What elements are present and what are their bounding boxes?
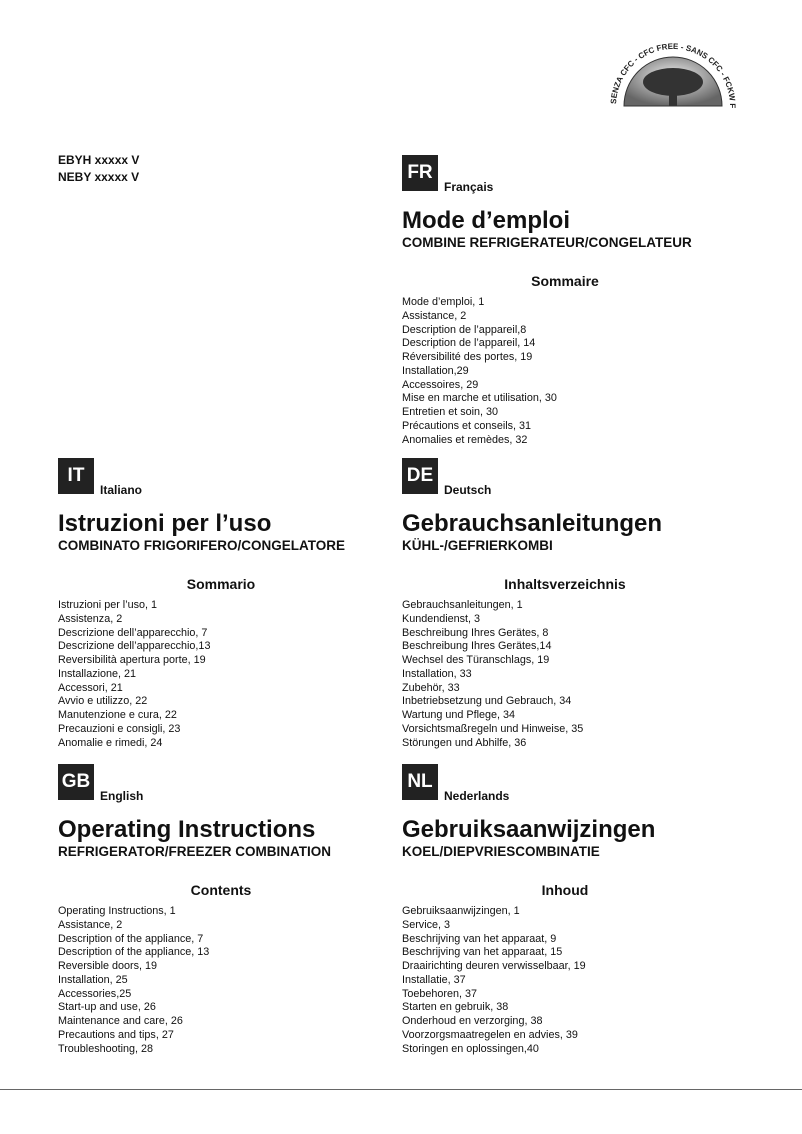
toc-item: Anomalie e rimedi, 24 xyxy=(58,736,163,749)
section-subtitle: REFRIGERATOR/FREEZER COMBINATION xyxy=(58,844,331,859)
toc-item: Wechsel des Türanschlags, 19 xyxy=(402,654,550,666)
cfc-logo: SENZA CFC - CFC FREE - SANS CFC - FCKW F… xyxy=(606,40,737,108)
toc-item: Beschrijving van het apparaat, 9 xyxy=(402,932,557,945)
section-title: Istruzioni per l’uso xyxy=(58,510,272,537)
section-subtitle: KÜHL-/GEFRIERKOMBI xyxy=(402,538,553,553)
language-badge: NL xyxy=(402,764,438,800)
toc-item: Beschrijving van het apparaat, 15 xyxy=(402,946,563,959)
language-name: English xyxy=(100,789,144,803)
toc-item: Inbetriebsetzung und Gebrauch, 34 xyxy=(402,695,572,708)
toc-item: Description de l’appareil,8 xyxy=(402,323,527,336)
toc-item: Starten en gebruik, 38 xyxy=(402,1001,509,1014)
toc-item: Toebehoren, 37 xyxy=(402,987,478,1000)
language-name: Français xyxy=(444,180,494,194)
toc-item: Avvio e utilizzo, 22 xyxy=(58,695,148,708)
toc-item: Installation,29 xyxy=(402,364,469,377)
toc-item: Service, 3 xyxy=(402,918,451,931)
toc-item: Voorzorgsmaatregelen en advies, 39 xyxy=(402,1028,578,1041)
toc-item: Reversibilità apertura porte, 19 xyxy=(58,654,206,666)
toc-item: Störungen und Abhilfe, 36 xyxy=(402,736,527,749)
language-name: Nederlands xyxy=(444,789,510,803)
toc-item: Zubehör, 33 xyxy=(402,681,460,694)
toc-item: Operating Instructions, 1 xyxy=(58,905,176,917)
toc-item: Troubleshooting, 28 xyxy=(58,1042,154,1055)
toc-item: Mise en marche et utilisation, 30 xyxy=(402,392,557,405)
toc-item: Assistance, 2 xyxy=(58,918,123,931)
toc-item: Assistance, 2 xyxy=(402,309,467,322)
toc-item: Manutenzione e cura, 22 xyxy=(58,709,177,721)
toc-item: Installation, 25 xyxy=(58,973,128,986)
toc-heading: Inhaltsverzeichnis xyxy=(504,576,626,592)
toc-item: Accessoires, 29 xyxy=(402,378,479,391)
toc-item: Installation, 33 xyxy=(402,667,472,680)
toc-heading: Sommaire xyxy=(531,273,599,289)
language-badge: FR xyxy=(402,155,438,191)
model-number: EBYH xxxxx V xyxy=(58,153,140,167)
toc-item: Installazione, 21 xyxy=(58,667,137,680)
toc-item: Descrizione dell’apparecchio, 7 xyxy=(58,626,208,639)
toc-heading: Contents xyxy=(190,882,252,898)
toc-item: Onderhoud en verzorging, 38 xyxy=(402,1015,543,1027)
toc-heading: Inhoud xyxy=(541,882,589,898)
language-badge: DE xyxy=(402,458,438,494)
toc-item: Précautions et conseils, 31 xyxy=(402,419,532,432)
section-subtitle: KOEL/DIEPVRIESCOMBINATIE xyxy=(402,844,600,859)
toc-item: Precautions and tips, 27 xyxy=(58,1028,174,1041)
toc-item: Storingen en oplossingen,40 xyxy=(402,1042,539,1055)
toc-item: Reversible doors, 19 xyxy=(58,960,158,972)
section-subtitle: COMBINATO FRIGORIFERO/CONGELATORE xyxy=(58,538,346,553)
toc-item: Maintenance and care, 26 xyxy=(58,1015,183,1027)
toc-item: Istruzioni per l’uso, 1 xyxy=(58,599,158,611)
toc-item: Beschreibung Ihres Gerätes,14 xyxy=(402,640,552,653)
toc-item: Beschreibung Ihres Gerätes, 8 xyxy=(402,626,549,639)
toc-item: Réversibilité des portes, 19 xyxy=(402,351,533,363)
toc-item: Description de l’appareil, 14 xyxy=(402,337,536,350)
section-title: Operating Instructions xyxy=(58,816,316,843)
toc-item: Anomalies et remèdes, 32 xyxy=(402,433,528,446)
section-title: Mode d’emploi xyxy=(402,207,570,234)
toc-item: Kundendienst, 3 xyxy=(402,612,481,625)
section-title: Gebruiksaanwijzingen xyxy=(402,816,656,843)
toc-item: Gebruiksaanwijzingen, 1 xyxy=(402,905,520,917)
section-title: Gebrauchsanleitungen xyxy=(402,510,663,537)
toc-item: Precauzioni e consigli, 23 xyxy=(58,722,181,735)
toc-item: Descrizione dell’apparecchio,13 xyxy=(58,640,211,653)
toc-item: Draairichting deuren verwisselbaar, 19 xyxy=(402,960,586,972)
toc-item: Description of the appliance, 13 xyxy=(58,946,210,959)
toc-item: Vorsichtsmaßregeln und Hinweise, 35 xyxy=(402,722,584,735)
language-name: Italiano xyxy=(100,483,143,497)
toc-item: Mode d’emploi, 1 xyxy=(402,296,485,308)
toc-item: Start-up and use, 26 xyxy=(58,1001,156,1014)
section-subtitle: COMBINE REFRIGERATEUR/CONGELATEUR xyxy=(402,235,692,250)
model-number: NEBY xxxxx V xyxy=(58,170,140,184)
bottom-rule xyxy=(0,1089,802,1090)
toc-item: Wartung und Pflege, 34 xyxy=(402,709,516,721)
toc-item: Accessories,25 xyxy=(58,987,132,1000)
language-badge: GB xyxy=(58,764,94,800)
toc-item: Accessori, 21 xyxy=(58,681,123,694)
toc-item: Entretien et soin, 30 xyxy=(402,406,499,418)
language-name: Deutsch xyxy=(444,483,492,497)
toc-item: Gebrauchsanleitungen, 1 xyxy=(402,599,523,611)
toc-heading: Sommario xyxy=(186,576,256,592)
language-badge: IT xyxy=(58,458,94,494)
toc-item: Assistenza, 2 xyxy=(58,612,123,625)
toc-item: Installatie, 37 xyxy=(402,973,466,986)
toc-item: Description of the appliance, 7 xyxy=(58,932,204,945)
